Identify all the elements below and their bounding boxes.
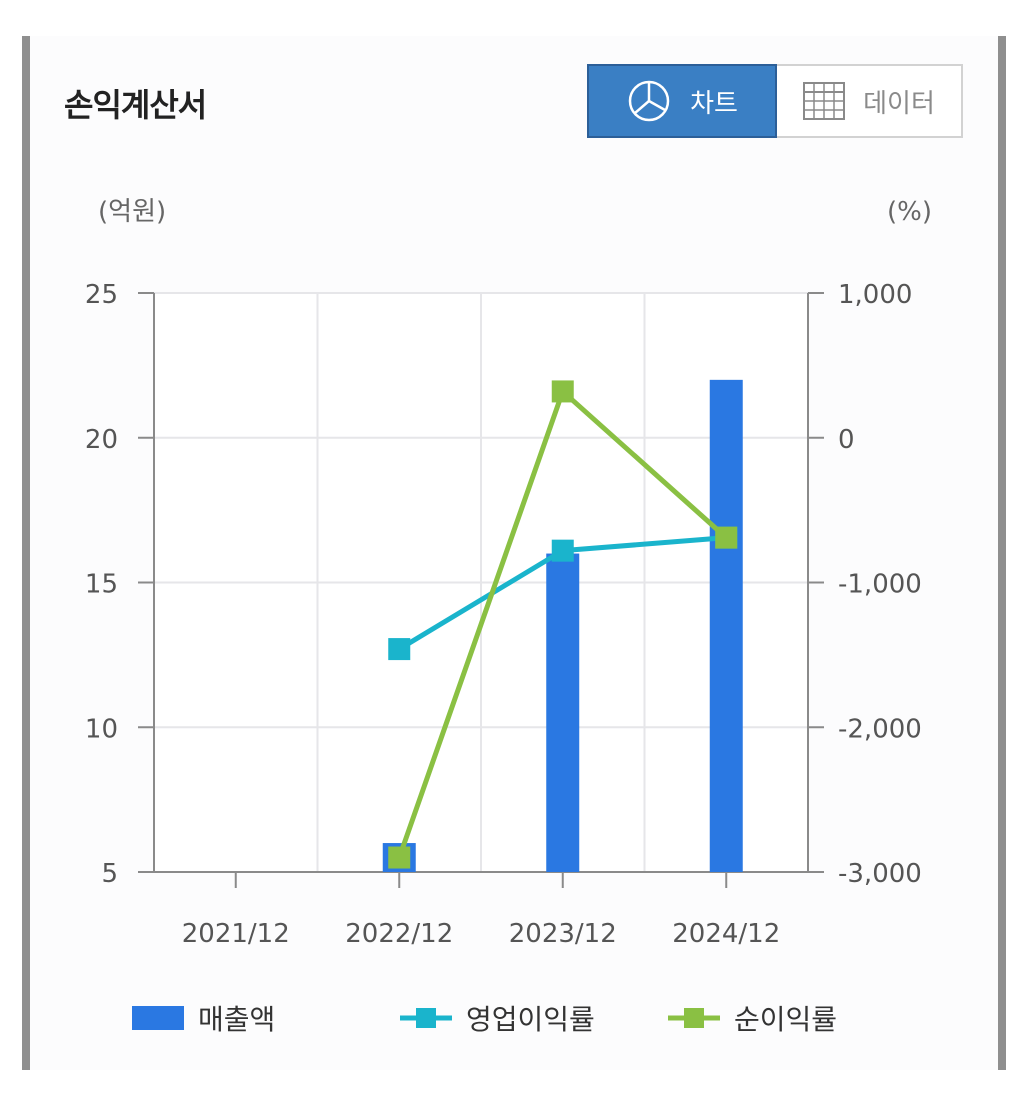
data-view-button[interactable]: 데이터	[777, 64, 963, 138]
line-point-marker	[551, 539, 574, 562]
chart-view-label: 차트	[690, 88, 738, 119]
y-left-tick-label: 20	[85, 425, 118, 455]
page-title: 손익계산서	[64, 86, 207, 124]
legend-item-revenue[interactable]: 매출액	[132, 996, 275, 1040]
y-left-unit: (억원)	[98, 197, 166, 227]
y-right-tick-label: -1,000	[838, 570, 922, 600]
y-right-tick-label: -2,000	[838, 714, 922, 744]
bar-revenue	[546, 553, 580, 872]
y-left-tick-label: 15	[85, 570, 118, 600]
chart-view-button[interactable]: 차트	[587, 64, 777, 138]
income-statement-chart: 25 1,000 20 0 15 -1,000 10 -2,000 5 -3,000 (억원) (%)…	[85, 197, 932, 949]
line-point-marker	[551, 380, 574, 403]
y-right-tick-label: 1,000	[838, 280, 912, 310]
y-right-unit: (%)	[887, 197, 932, 227]
x-tick-label: 2022/12	[345, 919, 453, 949]
y-right-tick-label: 0	[838, 425, 855, 455]
y-left-tick-label: 25	[85, 280, 118, 310]
y-left-tick-label: 10	[85, 714, 118, 744]
legend-label: 영업이익률	[466, 1003, 595, 1036]
x-tick-label: 2024/12	[672, 919, 780, 949]
table-grid-icon	[803, 82, 846, 120]
legend-line-swatch	[668, 1008, 720, 1028]
y-left-tick-label: 5	[101, 859, 118, 889]
x-tick-label: 2021/12	[182, 919, 290, 949]
chart-legend: 매출액 영업이익률 순이익률	[0, 996, 1026, 1040]
legend-item-net-margin[interactable]: 순이익률	[668, 996, 837, 1040]
line-point-marker	[715, 526, 738, 549]
legend-label: 매출액	[198, 1003, 276, 1036]
line-point-marker	[388, 846, 411, 869]
legend-item-operating-margin[interactable]: 영업이익률	[400, 996, 595, 1040]
x-tick-label: 2023/12	[509, 919, 617, 949]
view-toggle: 차트 데이터	[587, 64, 963, 138]
legend-line-swatch	[400, 1008, 452, 1028]
legend-label: 순이익률	[734, 1003, 838, 1036]
data-view-label: 데이터	[863, 88, 935, 119]
line-point-marker	[388, 638, 411, 661]
y-right-tick-label: -3,000	[838, 859, 922, 889]
legend-bar-swatch	[132, 1006, 184, 1030]
pie-chart-icon	[628, 80, 670, 122]
bar-revenue	[709, 379, 743, 872]
